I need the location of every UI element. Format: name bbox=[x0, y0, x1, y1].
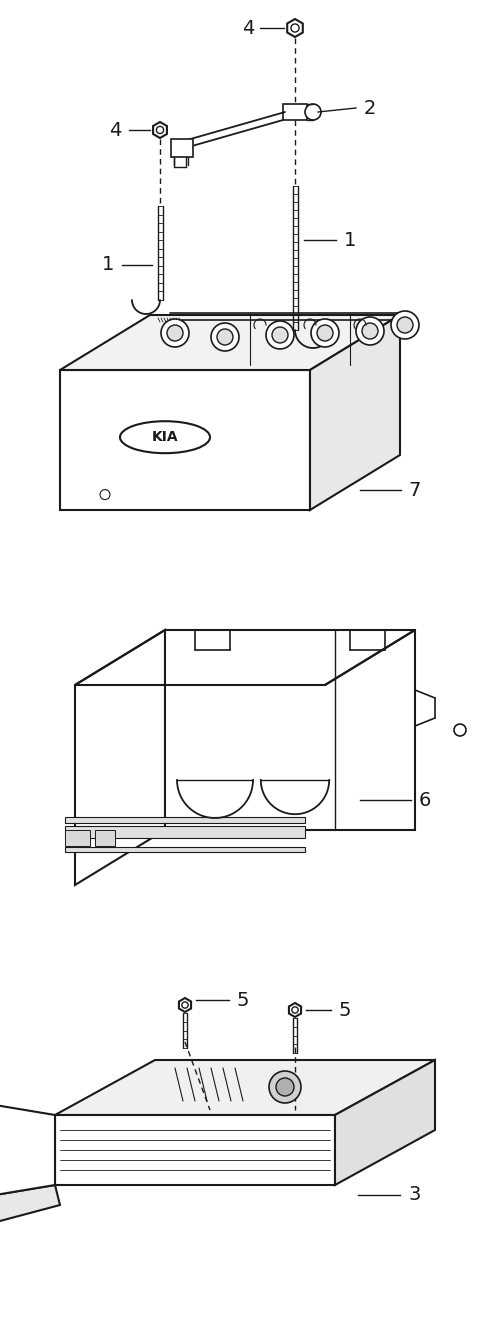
Circle shape bbox=[362, 323, 378, 339]
Text: 5: 5 bbox=[339, 1000, 351, 1020]
Polygon shape bbox=[171, 139, 193, 157]
Polygon shape bbox=[310, 315, 400, 509]
Polygon shape bbox=[65, 831, 90, 847]
Circle shape bbox=[217, 329, 233, 345]
Polygon shape bbox=[75, 630, 165, 885]
Circle shape bbox=[356, 318, 384, 345]
Polygon shape bbox=[60, 315, 400, 370]
Circle shape bbox=[391, 311, 419, 339]
Text: 7: 7 bbox=[409, 480, 421, 500]
Polygon shape bbox=[287, 19, 303, 37]
Text: 3: 3 bbox=[409, 1185, 421, 1204]
Circle shape bbox=[272, 327, 288, 343]
Polygon shape bbox=[65, 816, 305, 823]
Polygon shape bbox=[179, 998, 191, 1012]
Text: 1: 1 bbox=[344, 230, 356, 250]
Polygon shape bbox=[153, 122, 167, 138]
Polygon shape bbox=[95, 831, 115, 847]
Polygon shape bbox=[165, 630, 415, 830]
Circle shape bbox=[397, 318, 413, 333]
Circle shape bbox=[266, 321, 294, 349]
Polygon shape bbox=[335, 1060, 435, 1185]
Circle shape bbox=[100, 490, 110, 500]
Circle shape bbox=[305, 105, 321, 120]
Polygon shape bbox=[289, 1003, 301, 1017]
Circle shape bbox=[167, 325, 183, 341]
Polygon shape bbox=[283, 105, 307, 120]
Polygon shape bbox=[0, 1185, 60, 1225]
Circle shape bbox=[269, 1072, 301, 1103]
Polygon shape bbox=[60, 370, 310, 509]
Text: KIA: KIA bbox=[152, 430, 178, 445]
Circle shape bbox=[211, 323, 239, 351]
Text: 1: 1 bbox=[102, 255, 114, 274]
Polygon shape bbox=[65, 847, 305, 852]
Circle shape bbox=[454, 724, 466, 736]
Circle shape bbox=[317, 325, 333, 341]
Polygon shape bbox=[65, 826, 305, 839]
Text: 4: 4 bbox=[242, 19, 254, 37]
Text: 6: 6 bbox=[419, 791, 431, 810]
Text: 5: 5 bbox=[237, 991, 249, 1009]
Polygon shape bbox=[0, 1105, 55, 1195]
Circle shape bbox=[161, 319, 189, 347]
Polygon shape bbox=[55, 1115, 335, 1185]
Text: 4: 4 bbox=[109, 120, 121, 139]
Polygon shape bbox=[55, 1060, 435, 1115]
Circle shape bbox=[276, 1078, 294, 1095]
Text: 2: 2 bbox=[364, 98, 376, 118]
Circle shape bbox=[311, 319, 339, 347]
